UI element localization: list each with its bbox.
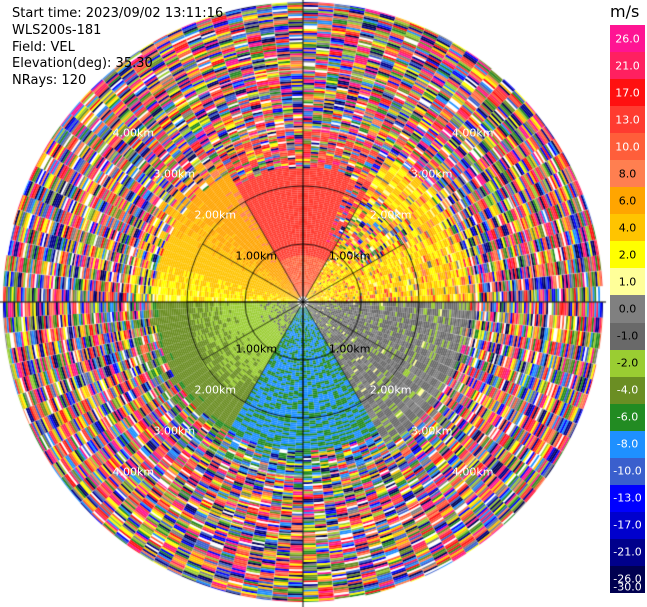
colorbar-unit: m/s	[610, 2, 640, 21]
colorbar-segment	[610, 349, 645, 378]
range-ring-label: 2.00km	[195, 208, 237, 221]
range-ring-label: 1.00km	[236, 343, 278, 356]
range-ring-label: 1.00km	[329, 249, 371, 262]
colorbar-tick-label: 13.0	[615, 113, 640, 127]
range-ring-label: 1.00km	[236, 249, 278, 262]
colorbar-segment	[610, 25, 645, 53]
colorbar-tick-label: -2.0	[616, 356, 639, 370]
colorbar-segment	[610, 376, 645, 405]
colorbar-segment	[610, 268, 645, 296]
colorbar-segment	[610, 52, 645, 80]
range-ring-label: 3.00km	[411, 167, 453, 180]
range-ring-label: 1.00km	[329, 343, 371, 356]
colorbar-tick-label: -10.0	[613, 464, 642, 478]
colorbar-segment	[610, 322, 645, 351]
colorbar-tick-label: 17.0	[615, 86, 640, 100]
colorbar-tick-label: -1.0	[616, 329, 639, 343]
range-ring-label: 2.00km	[195, 384, 237, 397]
range-ring-label: 4.00km	[113, 126, 155, 139]
colorbar-segment	[610, 403, 645, 432]
colorbar-segment	[610, 484, 645, 513]
instrument-name: WLS200s-181	[12, 23, 102, 38]
colorbar-segment	[610, 106, 645, 134]
range-ring-label: 3.00km	[154, 425, 196, 438]
colorbar-segment	[610, 241, 645, 269]
elevation: Elevation(deg): 35.30	[12, 56, 153, 71]
colorbar-tick-label: 26.0	[615, 32, 640, 46]
colorbar-tick-label: 21.0	[615, 59, 640, 73]
range-ring-label: 4.00km	[113, 466, 155, 479]
nrays: NRays: 120	[12, 73, 87, 88]
colorbar-tick-label: -6.0	[616, 410, 639, 424]
colorbar-segment	[610, 538, 645, 567]
range-ring-label: 4.00km	[452, 126, 494, 139]
colorbar-tick-label: 0.0	[618, 302, 637, 316]
colorbar-tick-label: -30.0	[613, 580, 642, 594]
colorbar-segment	[610, 133, 645, 161]
colorbar-segment	[610, 511, 645, 540]
colorbar-tick-label: -8.0	[616, 437, 639, 451]
colorbar-tick-label: -17.0	[613, 518, 642, 532]
range-ring-label: 4.00km	[452, 466, 494, 479]
colorbar-tick-label: 4.0	[618, 221, 637, 235]
colorbar-segment	[610, 79, 645, 107]
colorbar-tick-label: 10.0	[615, 140, 640, 154]
colorbar-tick-label: 2.0	[618, 248, 637, 262]
start-time: Start time: 2023/09/02 13:11:16	[12, 6, 224, 21]
field-name: Field: VEL	[12, 40, 75, 55]
colorbar-segment	[610, 430, 645, 459]
colorbar-tick-label: 6.0	[618, 194, 637, 208]
colorbar-tick-label: 1.0	[618, 275, 637, 289]
colorbar-segment	[610, 160, 645, 188]
colorbar-tick-label: -13.0	[613, 491, 642, 505]
colorbar-segment	[610, 187, 645, 215]
range-ring-label: 3.00km	[154, 167, 196, 180]
colorbar-tick-label: -21.0	[613, 545, 642, 559]
colorbar-segment	[610, 457, 645, 486]
colorbar-segment	[610, 565, 645, 594]
colorbar-segment	[610, 295, 645, 324]
range-ring-label: 3.00km	[411, 425, 453, 438]
range-ring-label: 2.00km	[370, 384, 412, 397]
colorbar-segment	[610, 214, 645, 242]
range-ring-label: 2.00km	[370, 208, 412, 221]
colorbar-tick-label: -26.0	[613, 572, 642, 586]
colorbar-tick-label: -4.0	[616, 383, 639, 397]
colorbar: 26.0 21.0 17.0 13.0 10.0 8.0 6.0 4.0 2.0 1.0 0.0 -1…	[610, 25, 645, 594]
colorbar-tick-label: 8.0	[618, 167, 637, 181]
